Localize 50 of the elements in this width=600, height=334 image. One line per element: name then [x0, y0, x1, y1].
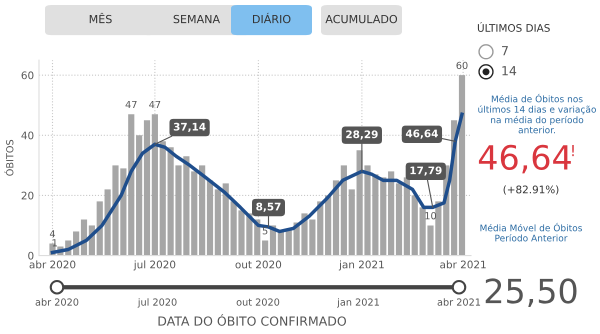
y-axis-title: ÓBITOS: [4, 140, 14, 176]
x-tick-label: jan 2021: [338, 260, 384, 270]
text: 14: [502, 66, 516, 76]
x-tick-label: abr 2021: [440, 260, 486, 268]
bar: [238, 210, 245, 256]
y-tick-label: 20: [22, 192, 34, 200]
text: jan 2021: [336, 298, 379, 308]
y-tick-label: 40: [21, 131, 34, 140]
text: DIÁRIO: [253, 12, 290, 24]
text: ACUMULADO: [325, 14, 398, 24]
bar: [396, 183, 402, 256]
annotation: 17,79: [410, 166, 442, 176]
text: 7: [502, 46, 508, 56]
x-tick-label: abr 2020: [30, 260, 76, 268]
y-tick-label: 0: [28, 252, 34, 260]
annotation: 10: [425, 212, 436, 220]
annotation: 8,57: [256, 202, 281, 212]
text: ÚLTIMOS DIAS: [478, 22, 550, 32]
bar: [427, 225, 434, 256]
bar: [364, 165, 371, 256]
text: MÊS: [90, 12, 112, 24]
x-tick-label: jul 2020: [134, 260, 176, 270]
bar: [458, 75, 466, 256]
text: out 2020: [236, 298, 280, 306]
annotation: 1: [52, 239, 57, 246]
x-tick-label: out 2020: [236, 260, 282, 268]
annotation: 37,14: [174, 122, 206, 132]
annotation: 46,64: [406, 129, 438, 139]
text: Média de Óbitos nos últimos 14 dias e variação na média do período anterior.: [478, 94, 596, 134]
text: 25,50: [486, 278, 576, 307]
annotation: 28,29: [346, 130, 378, 140]
annotation: 4: [50, 230, 56, 238]
y-tick-label: 60: [22, 71, 34, 80]
annotation: 47: [149, 100, 160, 108]
bar: [175, 165, 182, 256]
annotation: 60: [456, 62, 468, 70]
text: SEMANA: [174, 14, 220, 24]
text: abr 2020: [36, 298, 78, 306]
text: 46,64: [478, 144, 571, 174]
bar: [206, 180, 214, 256]
text: !: [572, 145, 574, 156]
bar: [144, 120, 150, 256]
text: Média Móvel de Óbitos Período Anterior: [480, 222, 582, 242]
line-series: [50, 112, 464, 254]
text: abr 2021: [438, 298, 480, 306]
x-axis-title: DATA DO ÓBITO CONFIRMADO: [158, 314, 346, 326]
annotation: 47: [126, 100, 137, 108]
text: jul 2020: [138, 298, 177, 308]
annotation: 5: [262, 227, 268, 234]
text: (+82.91%): [504, 185, 558, 195]
